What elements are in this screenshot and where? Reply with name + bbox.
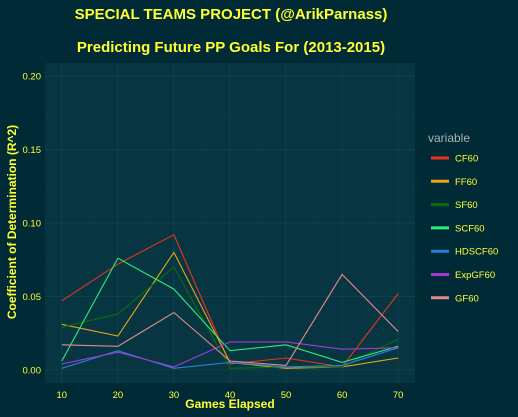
chart-title: SPECIAL TEAMS PROJECT (@ArikParnass) bbox=[75, 6, 388, 23]
y-tick-label: 0.05 bbox=[23, 292, 42, 303]
series-line-gf60 bbox=[61, 273, 399, 366]
x-tick-label: 30 bbox=[169, 390, 180, 401]
legend: variable CF60 FF60 SF60 SCF60 HDSCF60 ExpGF60… bbox=[428, 131, 498, 304]
x-tick-label: 20 bbox=[113, 390, 124, 401]
x-tick-labels: 10 20 30 40 50 60 70 bbox=[57, 390, 404, 401]
x-tick-label: 40 bbox=[225, 390, 236, 401]
x-tick-label: 60 bbox=[337, 390, 348, 401]
chart-subtitle: Predicting Future PP Goals For (2013-201… bbox=[77, 39, 385, 56]
y-tick-label: 0.10 bbox=[23, 219, 42, 230]
legend-label-sf60: SF60 bbox=[455, 200, 478, 211]
y-tick-labels: 0.00 0.05 0.10 0.15 0.20 bbox=[23, 72, 42, 377]
y-axis-title: Coefficient of Determination (R^2) bbox=[5, 125, 19, 319]
x-tick-label: 70 bbox=[393, 390, 404, 401]
series-lines bbox=[61, 233, 399, 369]
legend-title: variable bbox=[428, 131, 470, 145]
series-line-expgf60 bbox=[61, 341, 399, 368]
y-tick-label: 0.15 bbox=[23, 145, 42, 156]
x-tick-label: 50 bbox=[281, 390, 292, 401]
legend-label-expgf60: ExpGF60 bbox=[455, 270, 495, 281]
y-tick-label: 0.00 bbox=[23, 365, 42, 376]
legend-label-scf60: SCF60 bbox=[455, 223, 485, 234]
legend-label-hdscf60: HDSCF60 bbox=[455, 247, 498, 258]
x-axis-title: Games Elapsed bbox=[185, 397, 274, 411]
series-line-scf60 bbox=[61, 257, 399, 363]
legend-label-gf60: GF60 bbox=[455, 293, 479, 304]
legend-label-ff60: FF60 bbox=[455, 177, 477, 188]
legend-items: CF60 FF60 SF60 SCF60 HDSCF60 ExpGF60 GF60 bbox=[431, 154, 498, 304]
legend-label-cf60: CF60 bbox=[455, 154, 478, 165]
x-tick-label: 10 bbox=[57, 390, 68, 401]
series-line-hdscf60 bbox=[61, 347, 399, 369]
grid bbox=[45, 63, 415, 383]
y-tick-label: 0.20 bbox=[23, 72, 42, 83]
series-line-sf60 bbox=[61, 266, 399, 369]
